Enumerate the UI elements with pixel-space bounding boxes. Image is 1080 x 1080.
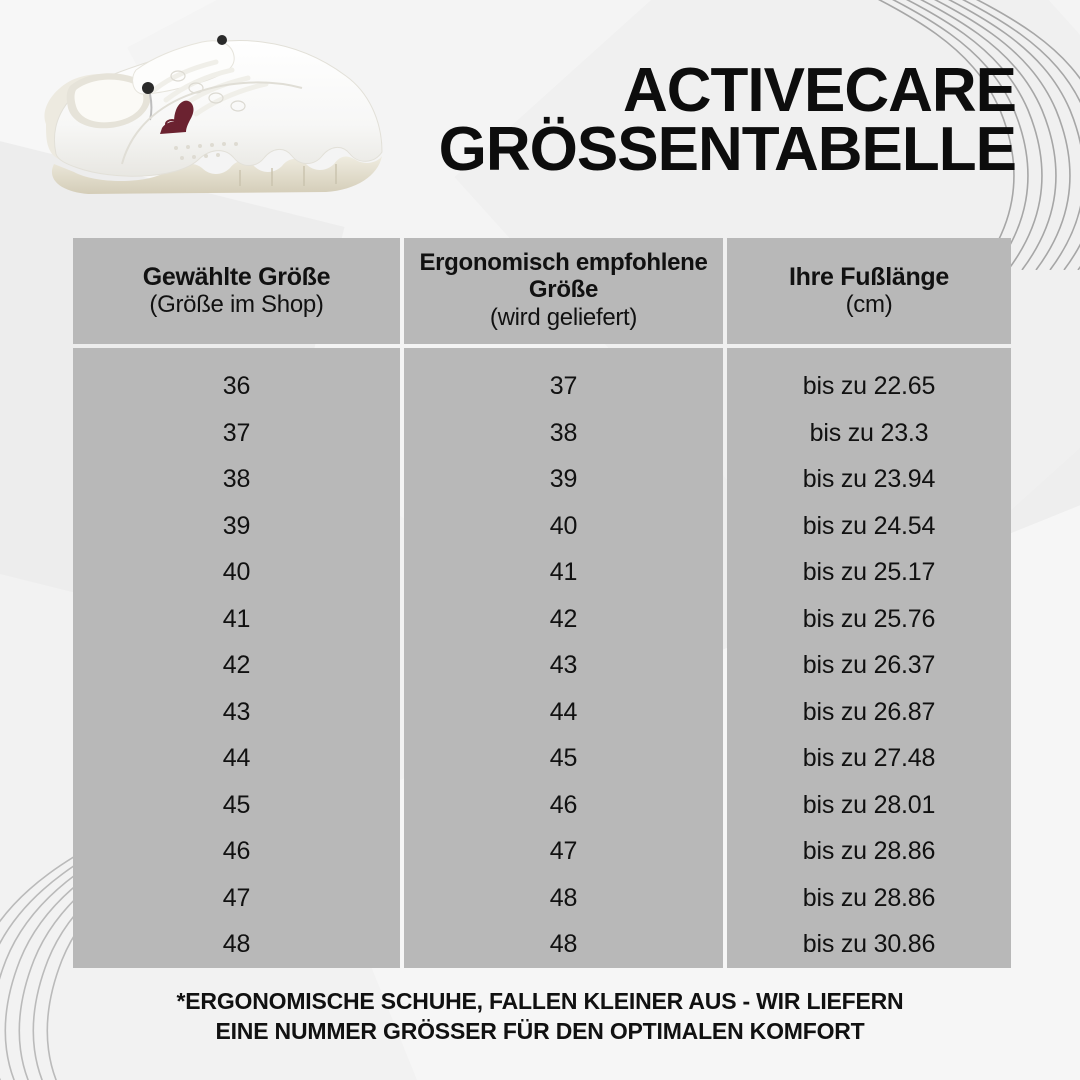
- table-cell: 44: [549, 697, 578, 726]
- brand-logo-icon: [160, 100, 194, 134]
- footer-note: *ERGONOMISCHE SCHUHE, FALLEN KLEINER AUS…: [0, 987, 1080, 1046]
- column-header-recommended-size: Ergonomisch empfohlene Größe (wird gelie…: [404, 238, 723, 344]
- table-cell: bis zu 23.94: [802, 465, 936, 494]
- table-cell: bis zu 26.37: [802, 651, 936, 680]
- table-cell: bis zu 25.17: [802, 558, 936, 587]
- table-cell: 37: [549, 372, 578, 401]
- size-table: Gewählte Größe (Größe im Shop) 36 37 38 39 4…: [73, 238, 1011, 968]
- table-cell: 41: [222, 604, 251, 633]
- table-cell: 48: [549, 883, 578, 912]
- table-column-foot-length: Ihre Fußlänge (cm) bis zu 22.65 bis zu 23…: [727, 238, 1011, 968]
- footer-line-2: EINE NUMMER GRÖSSER FÜR DEN OPTIMALEN KO…: [215, 1017, 865, 1044]
- column-header-chosen-size: Gewählte Größe (Größe im Shop): [73, 238, 400, 344]
- table-cell: bis zu 28.01: [802, 790, 936, 819]
- table-column-recommended-size: Ergonomisch empfohlene Größe (wird gelie…: [404, 238, 723, 968]
- column-header-main: Gewählte Größe: [142, 262, 331, 291]
- table-cell: 39: [222, 511, 251, 540]
- table-column-chosen-size: Gewählte Größe (Größe im Shop) 36 37 38 39 4…: [73, 238, 400, 968]
- page-title: ACTIVECARE GRÖSSENTABELLE: [438, 56, 1017, 184]
- table-cell: 43: [549, 651, 578, 680]
- table-cell: bis zu 25.76: [802, 604, 936, 633]
- sneaker-illustration: [44, 35, 383, 194]
- column-header-sub: (Größe im Shop): [149, 290, 324, 318]
- column-body-recommended-size: 37 38 39 40 41 42 43 44 45 46 47 48 48: [404, 347, 723, 968]
- table-cell: 46: [222, 837, 251, 866]
- table-cell: bis zu 28.86: [802, 837, 936, 866]
- table-cell: bis zu 23.3: [809, 418, 929, 447]
- table-cell: 40: [222, 558, 251, 587]
- title-line-1: ACTIVECARE: [622, 56, 1017, 125]
- table-cell: 38: [549, 418, 578, 447]
- table-cell: 38: [222, 465, 251, 494]
- title-line-2: GRÖSSENTABELLE: [438, 114, 1017, 184]
- table-cell: 40: [549, 511, 578, 540]
- table-cell: bis zu 22.65: [802, 372, 936, 401]
- table-cell: 45: [549, 744, 578, 773]
- table-cell: 44: [222, 744, 251, 773]
- table-cell: bis zu 28.86: [802, 883, 936, 912]
- table-cell: 37: [222, 418, 251, 447]
- table-cell: 39: [549, 465, 578, 494]
- column-body-foot-length: bis zu 22.65 bis zu 23.3 bis zu 23.94 bis z…: [727, 347, 1011, 968]
- table-cell: 42: [222, 651, 251, 680]
- table-cell: 36: [222, 372, 251, 401]
- column-body-chosen-size: 36 37 38 39 40 41 42 43 44 45 46 47 48: [73, 347, 400, 968]
- column-header-foot-length: Ihre Fußlänge (cm): [727, 238, 1011, 344]
- column-header-main: Ihre Fußlänge: [788, 262, 949, 291]
- table-cell: bis zu 26.87: [802, 697, 936, 726]
- product-image-sneaker: [26, 14, 406, 214]
- table-cell: 43: [222, 697, 251, 726]
- table-cell: 41: [549, 558, 578, 587]
- column-header-sub: (cm): [845, 290, 893, 318]
- footer-line-1: *ERGONOMISCHE SCHUHE, FALLEN KLEINER AUS…: [176, 988, 904, 1015]
- decorative-waves-top-right: [878, 0, 1080, 270]
- table-cell: bis zu 30.86: [802, 930, 936, 959]
- column-header-sub: (wird geliefert): [489, 303, 638, 331]
- table-cell: 48: [222, 930, 251, 959]
- table-cell: bis zu 24.54: [802, 511, 936, 540]
- table-cell: 48: [549, 930, 578, 959]
- table-cell: 46: [549, 790, 578, 819]
- table-cell: 47: [549, 837, 578, 866]
- table-cell: bis zu 27.48: [802, 744, 936, 773]
- table-cell: 47: [222, 883, 251, 912]
- table-cell: 45: [222, 790, 251, 819]
- table-cell: 42: [549, 604, 578, 633]
- column-header-main: Ergonomisch empfohlene Größe: [419, 249, 708, 303]
